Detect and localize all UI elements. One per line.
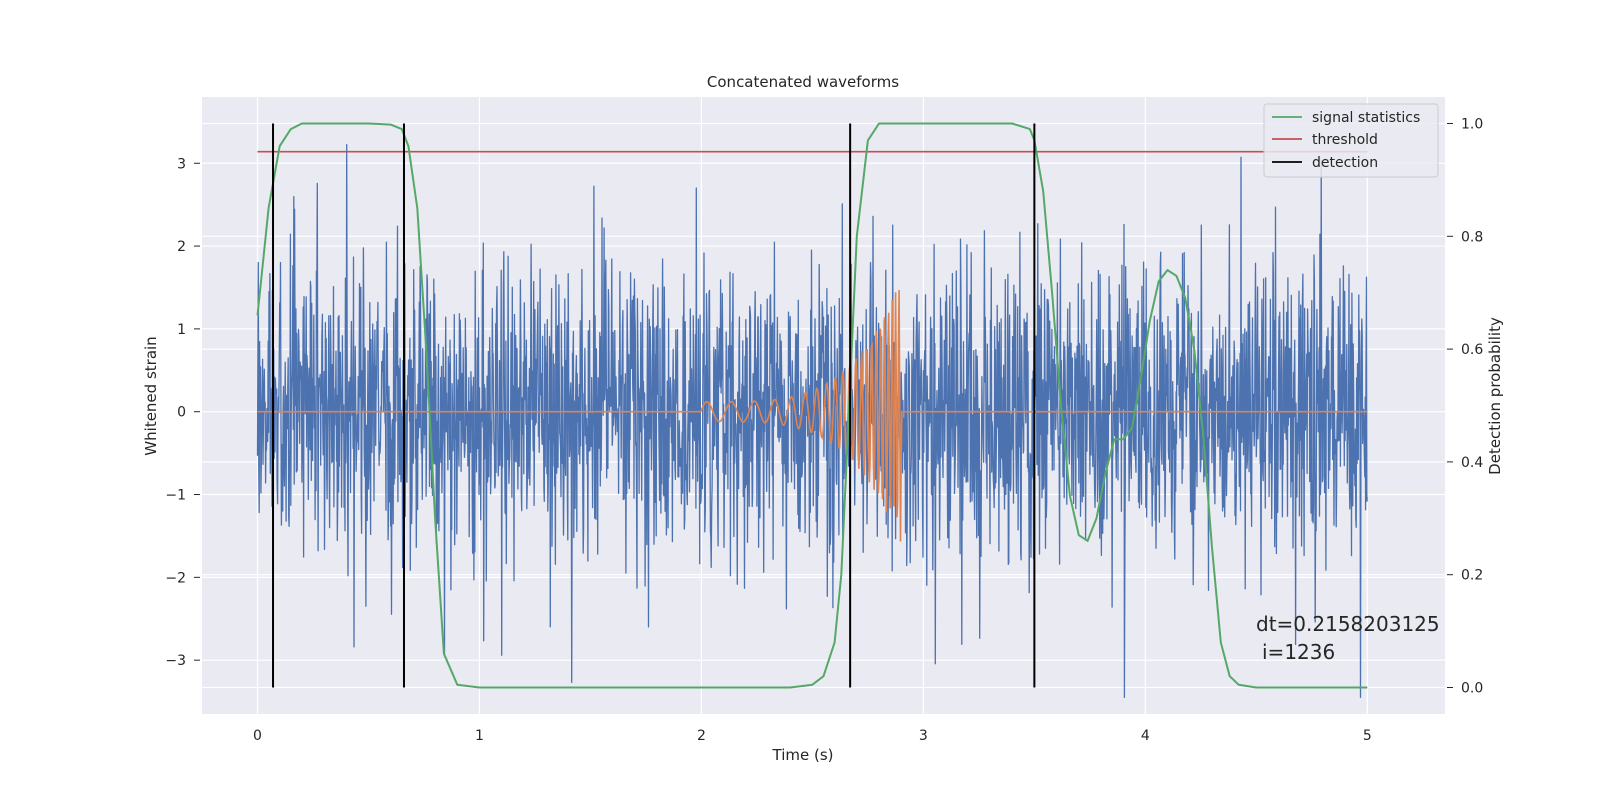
- y-tick-label-right: 0.0: [1461, 680, 1483, 696]
- y-tick-label-right: 0.2: [1461, 568, 1483, 584]
- x-tick-label: 5: [1363, 728, 1372, 744]
- x-tick-label: 4: [1141, 728, 1150, 744]
- legend-label-detection: detection: [1312, 155, 1378, 171]
- signal-statistics-line: [256, 122, 1368, 689]
- y-axis-label-right: Detection probability: [1486, 317, 1504, 475]
- legend-label-threshold: threshold: [1312, 132, 1378, 148]
- x-tick-label: 2: [697, 728, 706, 744]
- x-tick-label: 1: [475, 728, 484, 744]
- legend: signal statistics threshold detection: [1263, 103, 1439, 178]
- annotation-i: i=1236: [1262, 640, 1335, 664]
- x-axis-label: Time (s): [772, 746, 834, 764]
- y-tick-label-left: 2: [177, 239, 186, 255]
- y-tick-label-left: −2: [165, 570, 186, 586]
- x-tick-label: 0: [253, 728, 262, 744]
- plot-area: [256, 122, 1368, 699]
- y-tick-label-right: 0.8: [1461, 229, 1483, 245]
- y-axis-label-left: Whitened strain: [142, 336, 160, 455]
- legend-label-signal-statistics: signal statistics: [1312, 110, 1420, 126]
- y-tick-label-left: −3: [165, 653, 186, 669]
- y-tick-label-right: 0.6: [1461, 342, 1483, 358]
- legend-box: [1263, 103, 1439, 178]
- y-tick-label-right: 1.0: [1461, 117, 1483, 133]
- tick-labels: 0 1 2 3 4 5 −3 −2 −1 0 1 2 3 0.0 0.2 0.4 0.6 0.8 1.0: [165, 117, 1483, 744]
- y-tick-label-left: 1: [177, 322, 186, 338]
- x-tick-label: 3: [919, 728, 928, 744]
- y-tick-label-left: −1: [165, 488, 186, 504]
- y-tick-label-right: 0.4: [1461, 455, 1483, 471]
- chart-title: Concatenated waveforms: [707, 73, 899, 91]
- y-tick-label-left: 0: [177, 405, 186, 421]
- annotation-dt: dt=0.2158203125: [1256, 612, 1440, 636]
- y-tick-label-left: 3: [177, 156, 186, 172]
- injected-waveform-line: [257, 289, 1368, 542]
